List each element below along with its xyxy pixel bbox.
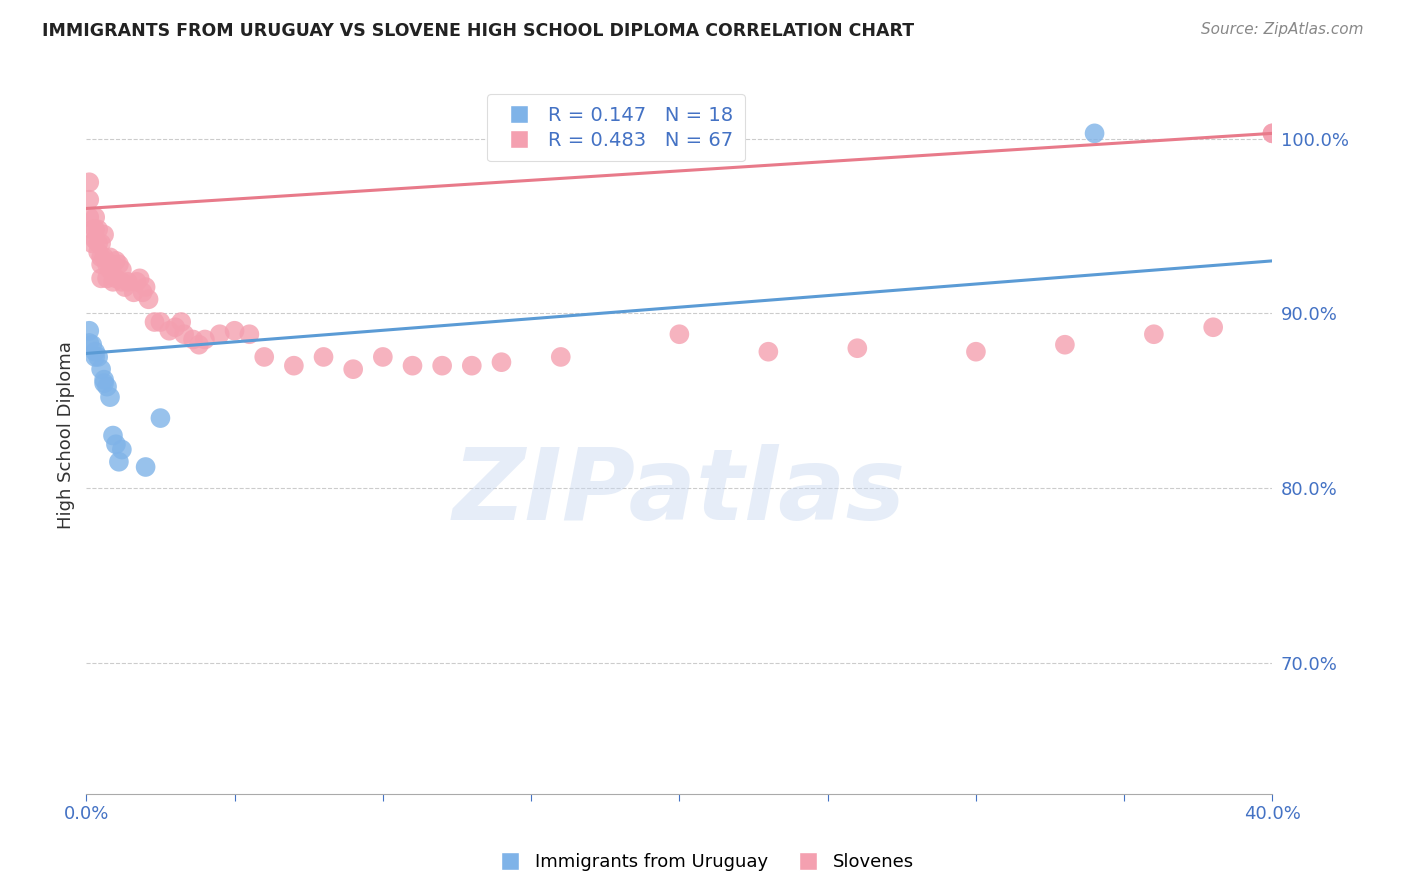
Point <box>90 251 112 265</box>
Text: Source: ZipAtlas.com: Source: ZipAtlas.com <box>1201 22 1364 37</box>
Point <box>84 344 107 359</box>
Point <box>1261 126 1284 140</box>
Point <box>101 257 124 271</box>
Point <box>93 227 115 242</box>
Point <box>1261 126 1284 140</box>
Point <box>90 257 112 271</box>
Point <box>165 320 187 334</box>
Point <box>224 324 246 338</box>
Point <box>104 253 127 268</box>
Point <box>96 271 118 285</box>
Point <box>96 379 118 393</box>
Point <box>82 337 104 351</box>
Point <box>82 222 104 236</box>
Point <box>312 350 335 364</box>
Point <box>98 251 121 265</box>
Point <box>371 350 394 364</box>
Point <box>87 236 110 251</box>
Point <box>87 222 110 236</box>
Point <box>104 437 127 451</box>
Point <box>90 362 112 376</box>
Point <box>77 210 100 224</box>
Point <box>208 327 231 342</box>
Point <box>1202 320 1225 334</box>
Point <box>550 350 572 364</box>
Point <box>77 193 100 207</box>
Legend: Immigrants from Uruguay, Slovenes: Immigrants from Uruguay, Slovenes <box>485 847 921 879</box>
Point <box>84 350 107 364</box>
Text: ZIPatlas: ZIPatlas <box>453 444 905 541</box>
Point <box>846 341 869 355</box>
Point <box>135 460 157 475</box>
Point <box>756 344 779 359</box>
Point <box>90 236 112 251</box>
Point <box>128 271 150 285</box>
Point <box>90 271 112 285</box>
Point <box>77 335 100 350</box>
Point <box>173 327 195 342</box>
Point <box>283 359 305 373</box>
Point <box>93 251 115 265</box>
Point <box>87 245 110 260</box>
Point <box>138 293 160 307</box>
Point <box>401 359 423 373</box>
Point <box>1053 337 1076 351</box>
Point <box>111 262 134 277</box>
Point <box>188 337 211 351</box>
Point <box>342 362 364 376</box>
Point <box>84 233 107 247</box>
Point <box>98 390 121 404</box>
Y-axis label: High School Diploma: High School Diploma <box>58 342 75 530</box>
Point <box>149 315 172 329</box>
Point <box>84 222 107 236</box>
Point <box>149 411 172 425</box>
Point <box>101 275 124 289</box>
Point <box>135 280 157 294</box>
Point <box>181 333 204 347</box>
Point <box>98 262 121 277</box>
Point <box>1083 126 1105 140</box>
Text: IMMIGRANTS FROM URUGUAY VS SLOVENE HIGH SCHOOL DIPLOMA CORRELATION CHART: IMMIGRANTS FROM URUGUAY VS SLOVENE HIGH … <box>42 22 914 40</box>
Point <box>1143 327 1166 342</box>
Point <box>111 275 134 289</box>
Point <box>253 350 276 364</box>
Point <box>87 350 110 364</box>
Point <box>93 376 115 391</box>
Point <box>96 257 118 271</box>
Point <box>77 175 100 189</box>
Point <box>125 275 148 289</box>
Point <box>965 344 987 359</box>
Point <box>114 280 136 294</box>
Point <box>111 442 134 457</box>
Point <box>157 324 180 338</box>
Point <box>668 327 690 342</box>
Point <box>104 271 127 285</box>
Point <box>143 315 166 329</box>
Point <box>194 333 217 347</box>
Point <box>108 455 131 469</box>
Point <box>117 275 139 289</box>
Point <box>238 327 260 342</box>
Point <box>82 236 104 251</box>
Point <box>101 428 124 442</box>
Point <box>430 359 453 373</box>
Point <box>461 359 484 373</box>
Point <box>170 315 193 329</box>
Point <box>77 324 100 338</box>
Point <box>122 285 145 300</box>
Point <box>491 355 513 369</box>
Point <box>108 257 131 271</box>
Point <box>131 285 153 300</box>
Point <box>84 210 107 224</box>
Legend: R = 0.147   N = 18, R = 0.483   N = 67: R = 0.147 N = 18, R = 0.483 N = 67 <box>488 95 745 161</box>
Point <box>93 373 115 387</box>
